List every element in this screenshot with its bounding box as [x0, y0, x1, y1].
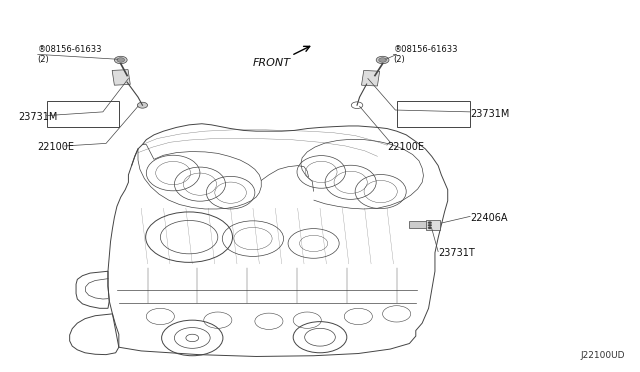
Circle shape	[428, 222, 432, 224]
Circle shape	[138, 102, 148, 108]
Bar	[112, 70, 131, 85]
Text: 23731M: 23731M	[470, 109, 509, 119]
Text: 23731T: 23731T	[438, 248, 475, 258]
Text: 22100E: 22100E	[38, 142, 75, 152]
Bar	[397, 101, 470, 127]
Circle shape	[379, 58, 387, 62]
Circle shape	[428, 227, 432, 229]
Circle shape	[428, 224, 432, 227]
Circle shape	[376, 56, 389, 64]
Text: ®08156-61633
(2): ®08156-61633 (2)	[38, 45, 102, 64]
Circle shape	[115, 56, 127, 64]
Circle shape	[117, 58, 125, 62]
Text: J22100UD: J22100UD	[580, 351, 625, 360]
Text: 22406A: 22406A	[470, 212, 508, 222]
Text: FRONT: FRONT	[253, 58, 291, 68]
Bar	[47, 101, 119, 127]
Bar	[410, 221, 428, 228]
Text: 23731M: 23731M	[19, 112, 58, 122]
Bar	[362, 70, 380, 86]
Text: ®08156-61633
(2): ®08156-61633 (2)	[394, 45, 458, 64]
Text: 22100E: 22100E	[387, 142, 424, 152]
Bar	[426, 221, 440, 230]
